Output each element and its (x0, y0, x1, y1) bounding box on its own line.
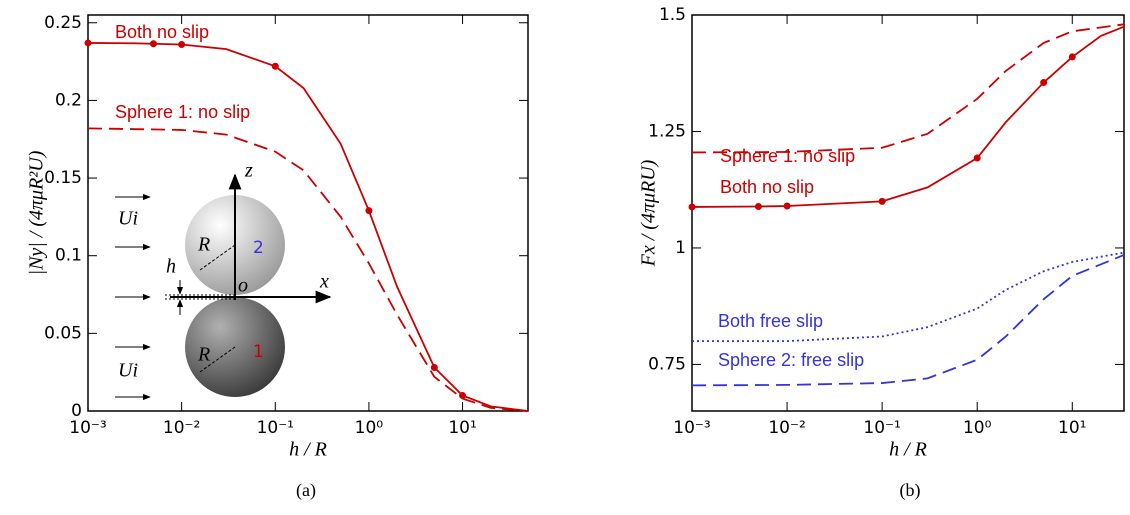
data-point (1040, 79, 1048, 87)
data-point (430, 364, 438, 372)
data-point (783, 202, 791, 210)
caption: (a) (296, 480, 316, 501)
y-tick-label: 0.25 (44, 13, 82, 33)
data-point (878, 197, 886, 205)
series-line (691, 254, 1125, 387)
y-axis-label: |Ny| / (4πμR²U) (26, 150, 48, 275)
data-point (271, 62, 279, 70)
data-point (688, 203, 696, 211)
radius-line (199, 244, 236, 271)
y-tick-label: 0.2 (55, 90, 82, 110)
y-tick-label: 1.5 (659, 5, 686, 25)
y-tick-label: 1.25 (648, 121, 686, 141)
x-tick-label: 10⁻³ (673, 418, 710, 438)
data-point (365, 207, 373, 215)
caption: (b) (900, 480, 921, 501)
x-label: x (319, 271, 329, 293)
radius-label: R (197, 234, 210, 256)
y-tick-label: 1 (675, 238, 686, 258)
y-tick-label: 0 (71, 401, 82, 421)
radius-line (199, 346, 236, 373)
series-label: Both free slip (718, 311, 823, 331)
data-point (973, 154, 981, 162)
z-label: z (244, 160, 253, 182)
x-axis-label: h / R (289, 439, 327, 461)
series-label: Sphere 2: free slip (718, 350, 864, 370)
x-tick-label: 10⁻² (768, 418, 805, 438)
series-label: Both no slip (115, 22, 209, 42)
flow-label: Ui (118, 208, 138, 230)
x-tick-label: 10⁰ (355, 418, 384, 438)
y-tick-label: 0.1 (55, 246, 82, 266)
series-label: Both no slip (720, 177, 814, 197)
x-tick-label: 10¹ (1058, 418, 1086, 438)
origin-label: o (238, 275, 248, 297)
data-point (84, 39, 92, 47)
data-point (178, 41, 186, 49)
data-point (754, 202, 762, 210)
series-label: Sphere 1: no slip (115, 102, 250, 122)
flow-label: Ui (118, 360, 138, 382)
y-tick-label: 0.15 (44, 168, 82, 188)
y-tick-label: 0.75 (648, 354, 686, 374)
plot-frame (87, 14, 529, 412)
x-tick-label: 10¹ (448, 418, 476, 438)
x-tick-label: 10⁰ (963, 418, 992, 438)
data-point (149, 40, 157, 48)
inset-diagram: Ui Ui z x R R 2 1 h o (115, 160, 332, 401)
x-tick-label: 10⁻¹ (863, 418, 900, 438)
y-axis-label: Fx / (4πμRU) (638, 159, 660, 267)
series-line (691, 23, 1125, 154)
series-line (87, 127, 529, 412)
gap-label: h (166, 256, 176, 278)
series-line (692, 251, 1125, 343)
x-tick-label: 10⁻² (163, 418, 200, 438)
data-point (459, 391, 467, 399)
data-point (1068, 53, 1076, 61)
sphere-2-label: 2 (253, 238, 264, 258)
sphere-1-label: 1 (253, 342, 264, 362)
x-tick-label: 10⁻³ (69, 418, 106, 438)
x-axis-label: h / R (889, 439, 927, 461)
x-tick-label: 10⁻¹ (257, 418, 294, 438)
series-label: Sphere 1: no slip (720, 146, 855, 166)
y-tick-label: 0.05 (44, 323, 82, 343)
plot-frame (691, 14, 1125, 412)
series-line (87, 42, 529, 412)
radius-label: R (197, 344, 210, 366)
